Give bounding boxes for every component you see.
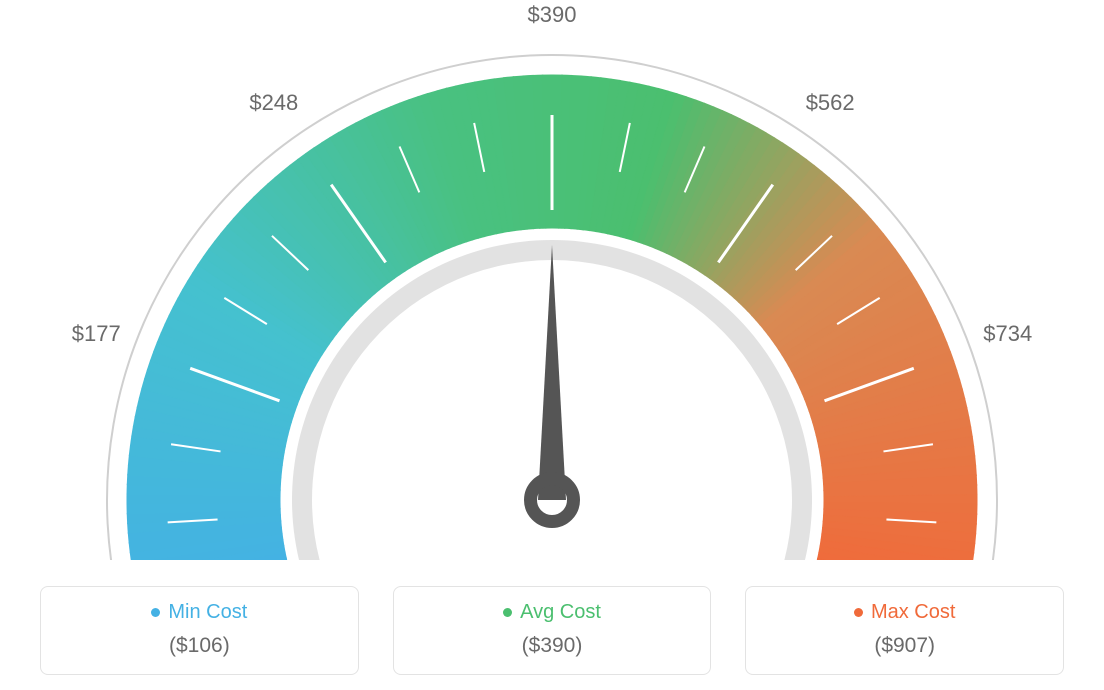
- legend-row: Min Cost ($106) Avg Cost ($390) Max Cost…: [0, 586, 1104, 675]
- gauge-tick-label: $177: [72, 321, 121, 347]
- dot-icon: [151, 608, 160, 617]
- gauge-tick-label: $248: [249, 90, 298, 116]
- legend-card-avg: Avg Cost ($390): [393, 586, 712, 675]
- legend-title-avg: Avg Cost: [503, 601, 601, 624]
- cost-gauge: $106$177$248$390$562$734$907: [0, 0, 1104, 560]
- legend-title-text: Min Cost: [168, 601, 247, 624]
- legend-title-text: Max Cost: [871, 601, 955, 624]
- gauge-tick-label: $390: [528, 2, 577, 28]
- legend-value-min: ($106): [51, 634, 348, 658]
- dot-icon: [503, 608, 512, 617]
- gauge-svg: [0, 0, 1104, 560]
- legend-card-min: Min Cost ($106): [40, 586, 359, 675]
- dot-icon: [854, 608, 863, 617]
- legend-card-max: Max Cost ($907): [745, 586, 1064, 675]
- legend-title-min: Min Cost: [151, 601, 247, 624]
- legend-title-text: Avg Cost: [520, 601, 601, 624]
- legend-value-avg: ($390): [404, 634, 701, 658]
- gauge-tick-label: $562: [806, 90, 855, 116]
- gauge-tick-label: $734: [983, 321, 1032, 347]
- legend-title-max: Max Cost: [854, 601, 955, 624]
- legend-value-max: ($907): [756, 634, 1053, 658]
